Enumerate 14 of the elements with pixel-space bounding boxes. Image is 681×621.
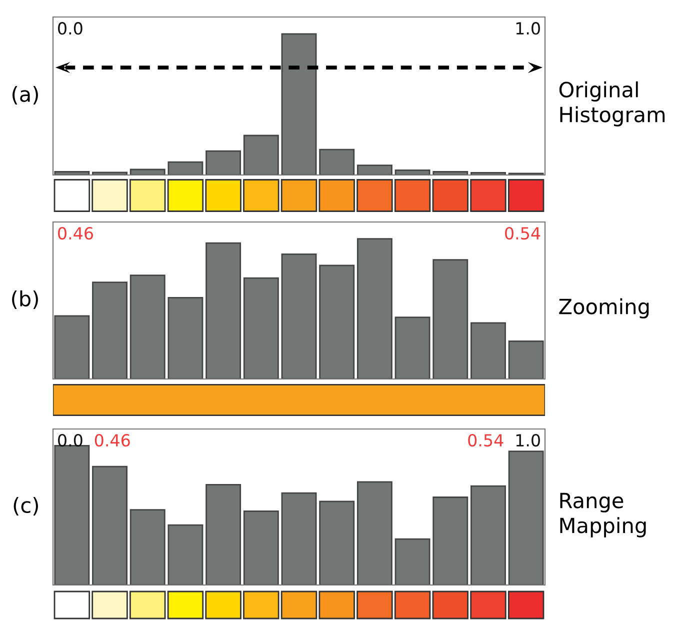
text: Range Mapping [560, 492, 646, 538]
text: (b) [12, 290, 38, 309]
text: Zooming [559, 298, 649, 318]
annotation: 0.46 [58, 227, 93, 240]
annotation: 0.54 [468, 434, 504, 447]
annotation: 0.54 [505, 227, 540, 240]
annotation: 0.0 [58, 434, 82, 447]
annotation: 1.0 [516, 434, 540, 447]
text: Original Histogram [559, 81, 665, 126]
annotation: 0.0 [58, 22, 82, 35]
text: (a) [12, 86, 38, 104]
text: (c) [14, 496, 38, 516]
annotation: 1.0 [516, 22, 540, 35]
annotation: 0.46 [94, 434, 130, 447]
